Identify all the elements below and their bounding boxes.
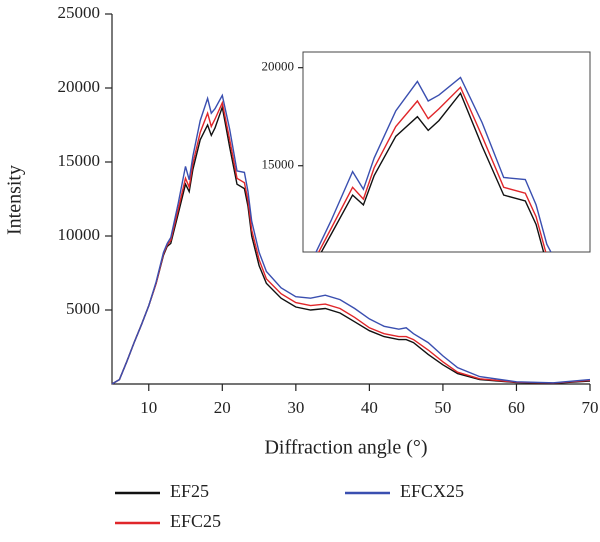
y-tick-label: 20000 — [58, 77, 101, 96]
x-tick-label: 30 — [287, 398, 304, 417]
data-line — [320, 91, 545, 252]
y-tick-label: 10000 — [58, 225, 101, 244]
data-line — [315, 76, 552, 252]
inset-y-tick-label: 20000 — [262, 59, 295, 74]
x-tick-label: 10 — [140, 398, 157, 417]
legend-label: EF25 — [170, 481, 209, 501]
data-line — [111, 93, 591, 385]
y-tick-label: 25000 — [58, 3, 101, 22]
y-axis-label: Intensity — [4, 165, 26, 235]
data-line — [317, 86, 547, 252]
inset-lines — [315, 76, 552, 252]
x-tick-label: 50 — [434, 398, 451, 417]
x-tick-label: 60 — [508, 398, 525, 417]
y-tick-label: 15000 — [58, 151, 101, 170]
legend-label: EFC25 — [170, 511, 221, 531]
x-tick-label: 20 — [214, 398, 231, 417]
x-tick-label: 40 — [361, 398, 378, 417]
inset-y-tick-label: 15000 — [262, 157, 295, 172]
x-axis-label: Diffraction angle (°) — [264, 437, 427, 459]
x-tick-label: 70 — [582, 398, 599, 417]
legend-label: EFCX25 — [400, 481, 464, 501]
y-tick-label: 5000 — [66, 299, 100, 318]
inset-frame — [302, 51, 591, 253]
